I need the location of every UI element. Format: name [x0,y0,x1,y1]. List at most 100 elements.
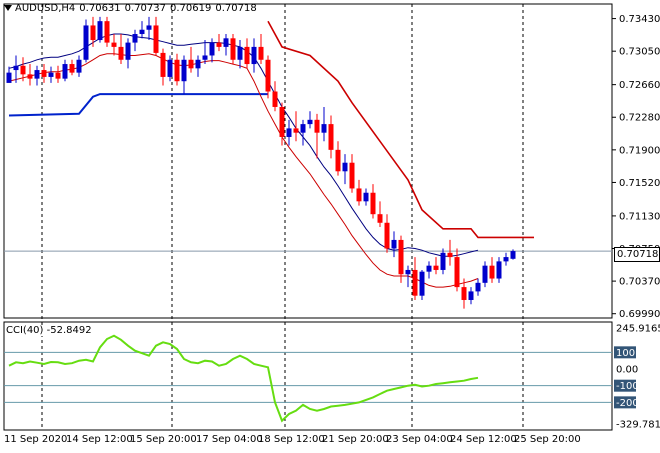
support-line [8,93,268,117]
candle-body-8 [62,64,68,79]
candle-body-19 [139,29,145,35]
candle-body-58 [412,269,418,296]
candle-body-31 [223,38,229,47]
candle-body-72 [510,251,516,259]
candle-body-18 [132,34,138,43]
cci-indicator-label: CCI(40) -52.8492 [6,325,92,336]
candle-body-6 [48,72,54,77]
time-tick-label-5: 21 Sep 20:00 [322,434,389,445]
candle-body-55 [391,239,397,249]
price-tick-label-5: 0.71520 [619,178,660,189]
candle-body-7 [55,72,61,79]
candle-body-24 [174,59,180,82]
collapse-triangle-icon[interactable] [4,5,12,11]
candle-body-64 [454,257,460,288]
candle-body-1 [13,65,19,71]
candle-body-36 [258,46,264,60]
candle-body-40 [286,128,292,137]
price-tick-label-3: 0.72280 [619,113,660,124]
candle-body-28 [202,55,208,60]
time-tick-label-8: 25 Sep 20:00 [514,434,581,445]
cci-tick-label-1: 100 [616,348,635,359]
candle-body-14 [104,21,110,43]
candle-body-57 [405,269,411,275]
candle-body-52 [370,192,376,215]
candle-body-27 [195,59,201,69]
cci-tick-label-3: -100 [616,381,639,392]
price-tick-label-1: 0.73050 [619,47,660,58]
candle-body-59 [419,271,425,296]
candle-body-50 [356,188,362,202]
candle-body-63 [447,252,453,258]
resistance-line [267,20,534,239]
cci-tick-label-4: -200 [616,398,639,409]
candle-body-17 [125,42,131,60]
candle-body-33 [237,46,243,60]
open-value: 0.70631 [79,3,121,14]
candle-body-65 [461,287,467,300]
current-price-label: 0.70718 [614,247,660,262]
symbol-label: AUDUSD,H4 [15,3,76,14]
candle-body-43 [307,119,313,125]
candle-body-22 [160,52,166,77]
candle-body-16 [118,46,124,60]
candle-body-35 [251,46,257,65]
candle-body-39 [279,106,285,137]
indicator-panel-frame [3,321,613,431]
candle-body-71 [503,257,509,262]
price-tick-label-6: 0.71130 [619,211,660,222]
time-tick-label-2: 15 Sep 20:00 [130,434,197,445]
price-tick-label-8: 0.70370 [619,277,660,288]
time-tick-label-0: 11 Sep 2020 [4,434,67,445]
candle-body-62 [440,252,446,270]
chart-header: AUDUSD,H4 0.70631 0.70737 0.70619 0.70718 [4,3,261,14]
candle-body-44 [314,119,320,133]
candle-body-45 [321,124,327,133]
candle-body-21 [153,25,159,53]
high-value: 0.70737 [124,3,167,14]
time-tick-label-6: 23 Sep 04:00 [386,434,453,445]
candle-body-51 [363,192,369,202]
cci-line [8,334,479,423]
candle-body-13 [97,21,103,41]
candle-body-70 [496,261,502,279]
price-tick-label-4: 0.71900 [619,145,660,156]
candle-body-42 [300,124,306,133]
close-value: 0.70718 [215,3,257,14]
candle-body-38 [272,91,278,107]
time-tick-label-4: 18 Sep 12:00 [258,434,325,445]
candle-body-41 [293,128,299,133]
candle-body-10 [76,59,82,73]
candle-body-25 [181,59,187,82]
candle-body-4 [34,70,40,79]
candle-body-69 [489,265,495,279]
candle-body-37 [265,59,271,92]
cci-level-badge-3 [614,379,636,392]
moving-average-light [8,53,479,288]
cci-level-badge-4 [614,396,636,409]
candle-body-54 [384,222,390,249]
time-tick-label-3: 17 Sep 04:00 [196,434,263,445]
candle-body-12 [90,25,96,41]
candle-body-5 [41,70,47,77]
price-tick-label-0: 0.73430 [619,14,660,25]
candle-body-46 [328,124,334,150]
time-tick-label-7: 24 Sep 12:00 [450,434,517,445]
candle-body-15 [111,42,117,47]
candle-body-3 [27,74,33,79]
candle-body-49 [349,162,355,189]
candle-body-48 [342,162,348,172]
candle-body-11 [83,25,89,60]
candle-body-67 [475,282,481,292]
candle-body-9 [69,64,75,73]
cci-tick-label-5: -329.7812 [616,420,660,431]
candle-body-56 [398,239,404,275]
low-value: 0.70619 [170,3,212,14]
candle-body-20 [146,25,152,30]
candle-body-61 [433,265,439,270]
candle-body-68 [482,265,488,283]
candle-body-26 [188,59,194,69]
candle-body-47 [335,149,341,172]
